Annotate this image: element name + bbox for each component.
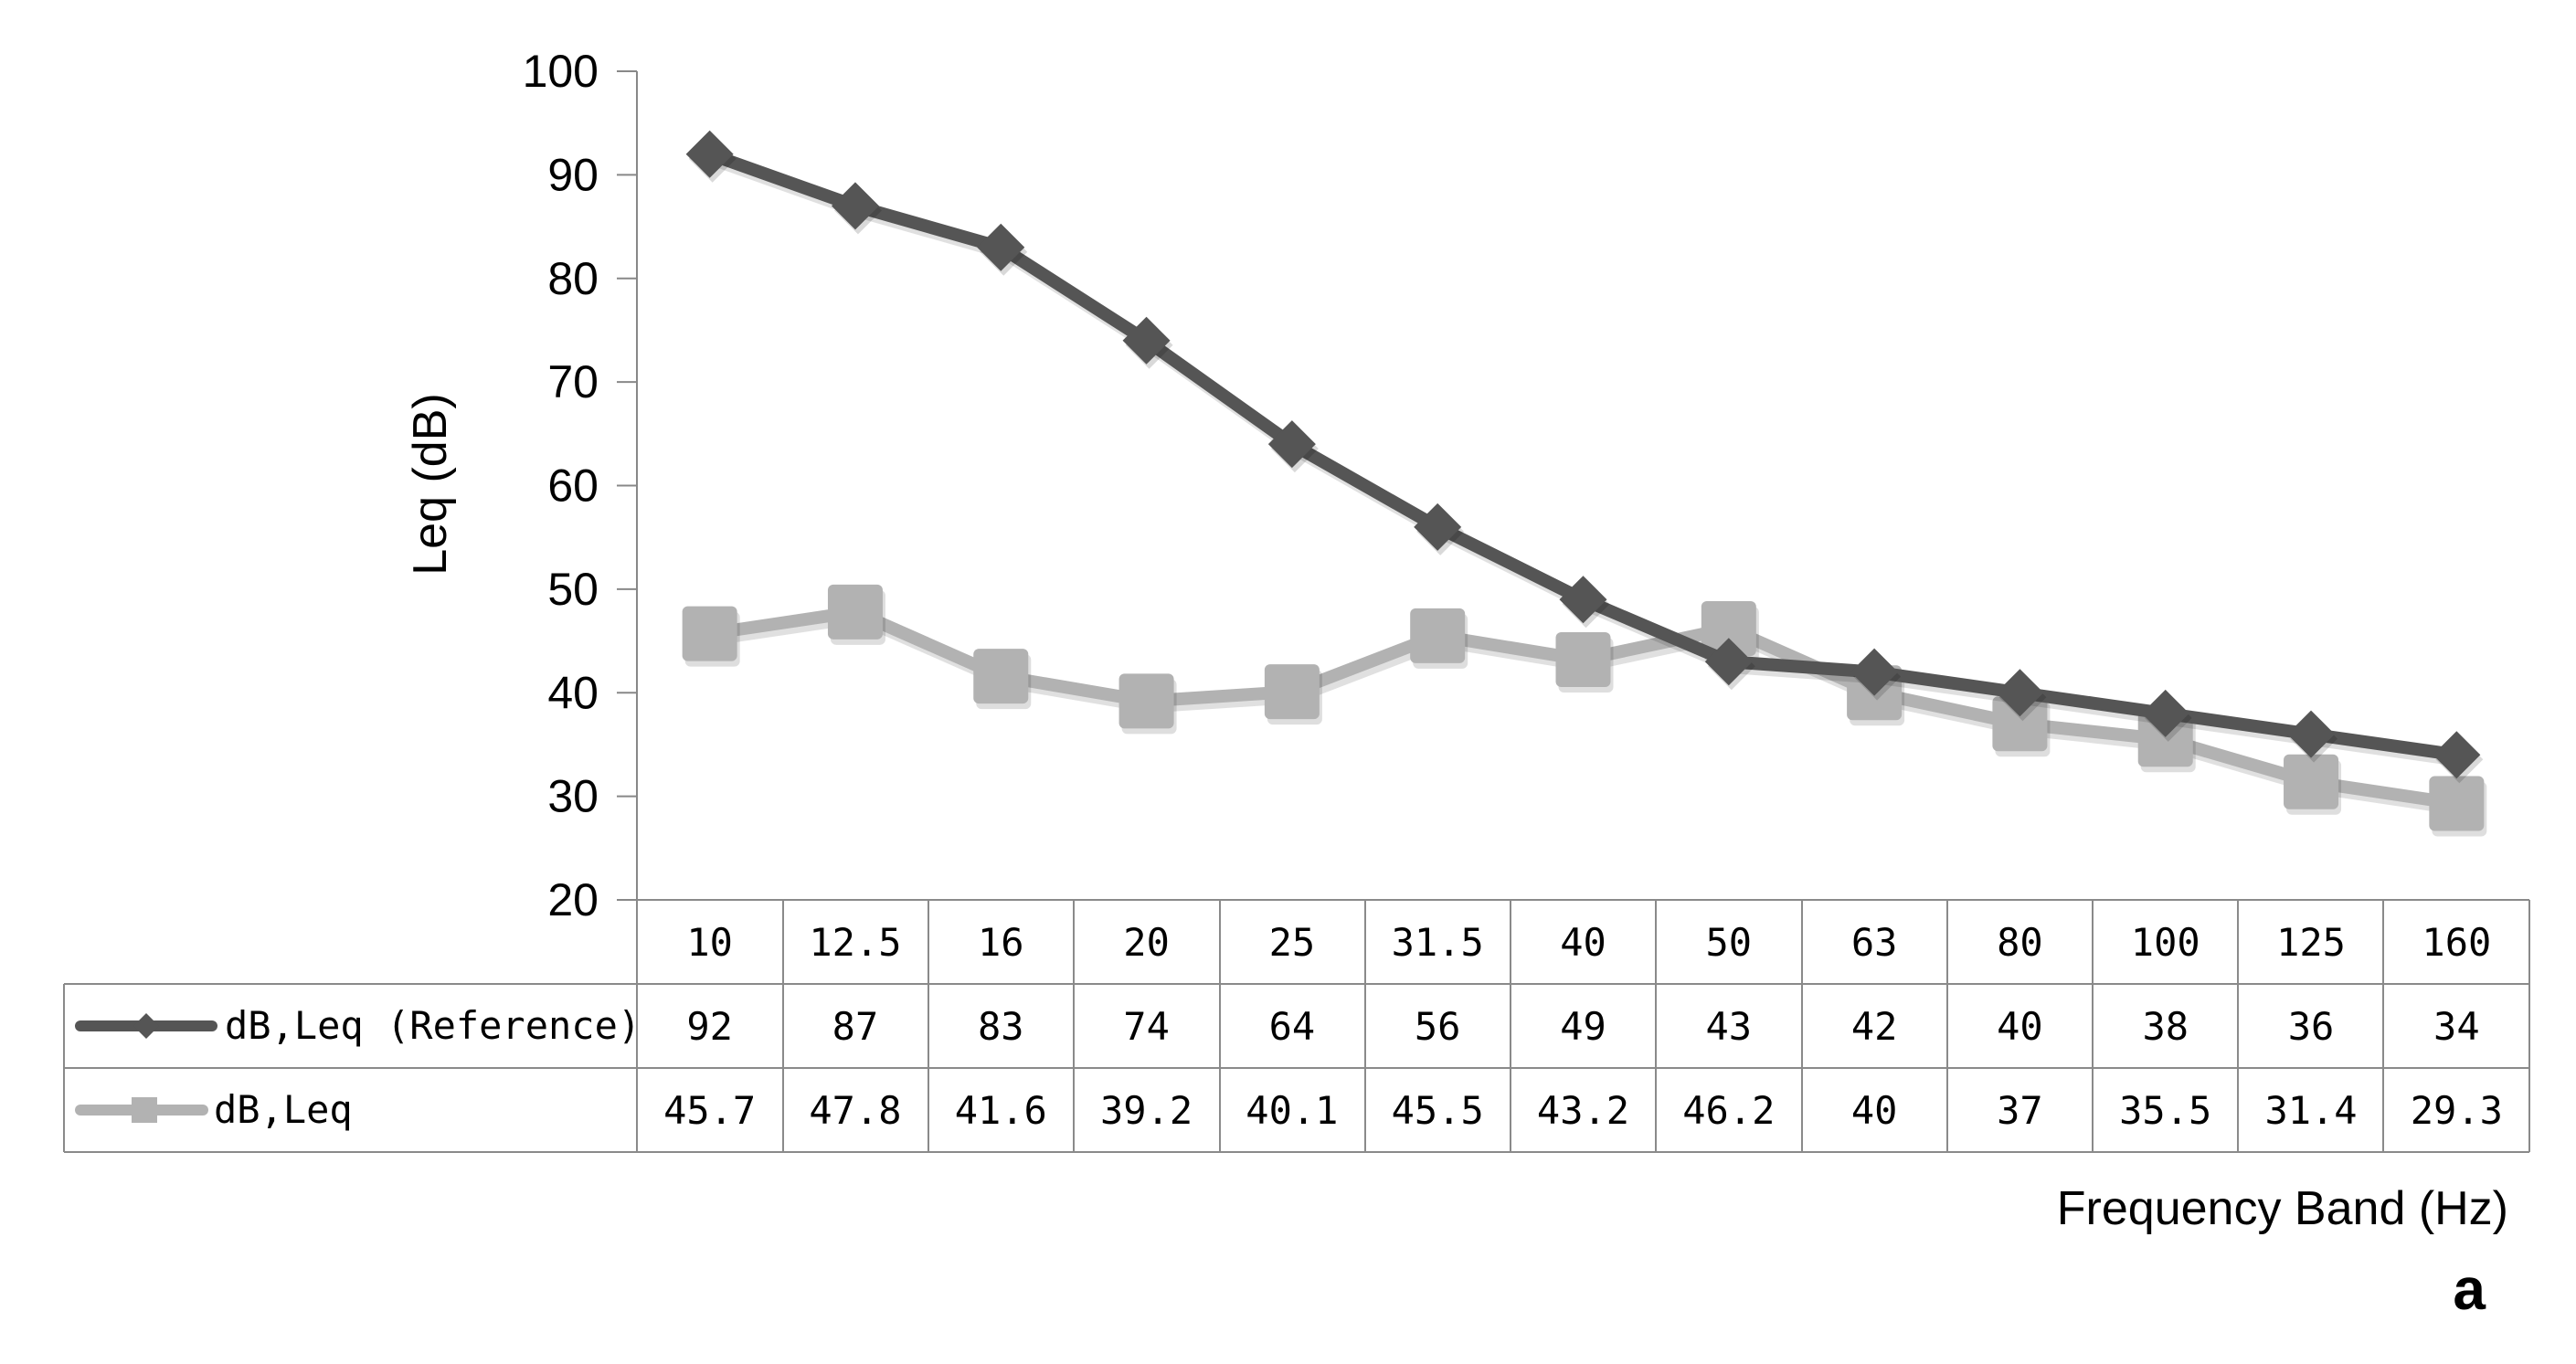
table-value-cell: 34 [2433,1004,2480,1049]
table-value-cell: 45.5 [1392,1088,1484,1133]
y-tick-label: 100 [523,46,599,97]
legend-marker-diamond [133,1013,159,1039]
data-point [1704,638,1753,686]
y-axis-title: Leq (dB) [404,393,457,575]
table-value-cell: 83 [978,1004,1024,1049]
data-point [682,606,737,661]
data-point [1850,648,1899,696]
table-value-cell: 31.4 [2264,1088,2357,1133]
table-value-cell: 47.8 [809,1088,901,1133]
data-point [2137,712,2193,767]
data-point [1701,600,1756,656]
data-point [1996,669,2044,717]
data-point [2141,689,2189,737]
data-point [2287,710,2336,758]
data-point [1267,420,1316,469]
data-point [2433,731,2481,779]
table-value-cell: 56 [1415,1004,1461,1049]
x-category-label: 100 [2131,920,2200,965]
y-tick-label: 20 [547,874,599,925]
table-value-cell: 46.2 [1682,1088,1775,1133]
table-value-cell: 36 [2288,1004,2335,1049]
x-category-label: 63 [1851,920,1898,965]
data-point [685,130,734,178]
table-value-cell: 29.3 [2411,1088,2503,1133]
x-category-label: 160 [2422,920,2491,965]
data-table: 10 12.5 16 20 25 31.5 40 50 63 80 100 125 160 dB,Leq … [63,899,2530,1153]
data-point [1555,631,1611,687]
legend-marker-square [132,1097,157,1123]
table-value-cell: 49 [1560,1004,1606,1049]
table-value-cell: 42 [1851,1004,1898,1049]
data-point [977,223,1025,271]
data-point [1559,576,1607,624]
x-category-label: 16 [978,920,1024,965]
table-value-cell: 45.7 [663,1088,756,1133]
data-point [1992,696,2048,752]
y-tick-label: 90 [547,149,599,200]
y-tick-label: 60 [547,460,599,512]
data-point [2284,754,2339,809]
data-point [831,182,879,230]
table-value-cell: 40 [1851,1088,1898,1133]
x-category-label: 25 [1269,920,1316,965]
table-value-cell: 43 [1706,1004,1753,1049]
legend-entry: dB,Leq (Reference) [75,1003,641,1048]
y-tick-label: 40 [547,667,599,718]
y-tick-label: 50 [547,564,599,615]
table-value-cell: 40 [1997,1004,2043,1049]
data-point [827,584,883,640]
table-value-cell: 74 [1123,1004,1170,1049]
table-value-cell: 35.5 [2119,1088,2211,1133]
y-axis: 100 90 80 70 60 50 40 30 20 [523,46,638,925]
data-point [1264,664,1320,720]
x-category-label: 20 [1123,920,1170,965]
data-point [973,649,1029,704]
x-category-label: 80 [1997,920,2043,965]
y-tick-label: 70 [547,356,599,407]
y-tick-label: 30 [547,771,599,822]
table-value-cell: 37 [1997,1088,2043,1133]
legend-label: dB,Leq (Reference) [225,1003,641,1048]
table-value-cell: 40.1 [1246,1088,1338,1133]
table-value-cell: 39.2 [1100,1088,1193,1133]
x-axis-title: Frequency Band (Hz) [2057,1182,2508,1235]
data-point [1414,502,1462,551]
table-value-cell: 87 [832,1004,879,1049]
x-category-label: 12.5 [809,920,901,965]
x-category-label: 50 [1706,920,1753,965]
series-reference [685,130,2484,784]
data-point [2429,776,2485,831]
table-value-cell: 41.6 [955,1088,1047,1133]
x-category-label: 31.5 [1392,920,1484,965]
x-category-label: 10 [686,920,733,965]
table-value-cell: 64 [1269,1004,1316,1049]
data-point [1118,673,1174,729]
y-tick-label: 80 [547,253,599,304]
x-category-label: 125 [2276,920,2346,965]
legend-entry: dB,Leq [75,1087,353,1132]
table-value-cell: 43.2 [1537,1088,1629,1133]
panel-label: a [2453,1256,2486,1322]
data-point [1122,316,1171,365]
table-value-cell: 38 [2142,1004,2189,1049]
table-value-cell: 92 [686,1004,733,1049]
series-layer [682,130,2487,837]
data-point [1410,608,1466,663]
legend-label: dB,Leq [214,1087,353,1132]
x-category-label: 40 [1560,920,1606,965]
